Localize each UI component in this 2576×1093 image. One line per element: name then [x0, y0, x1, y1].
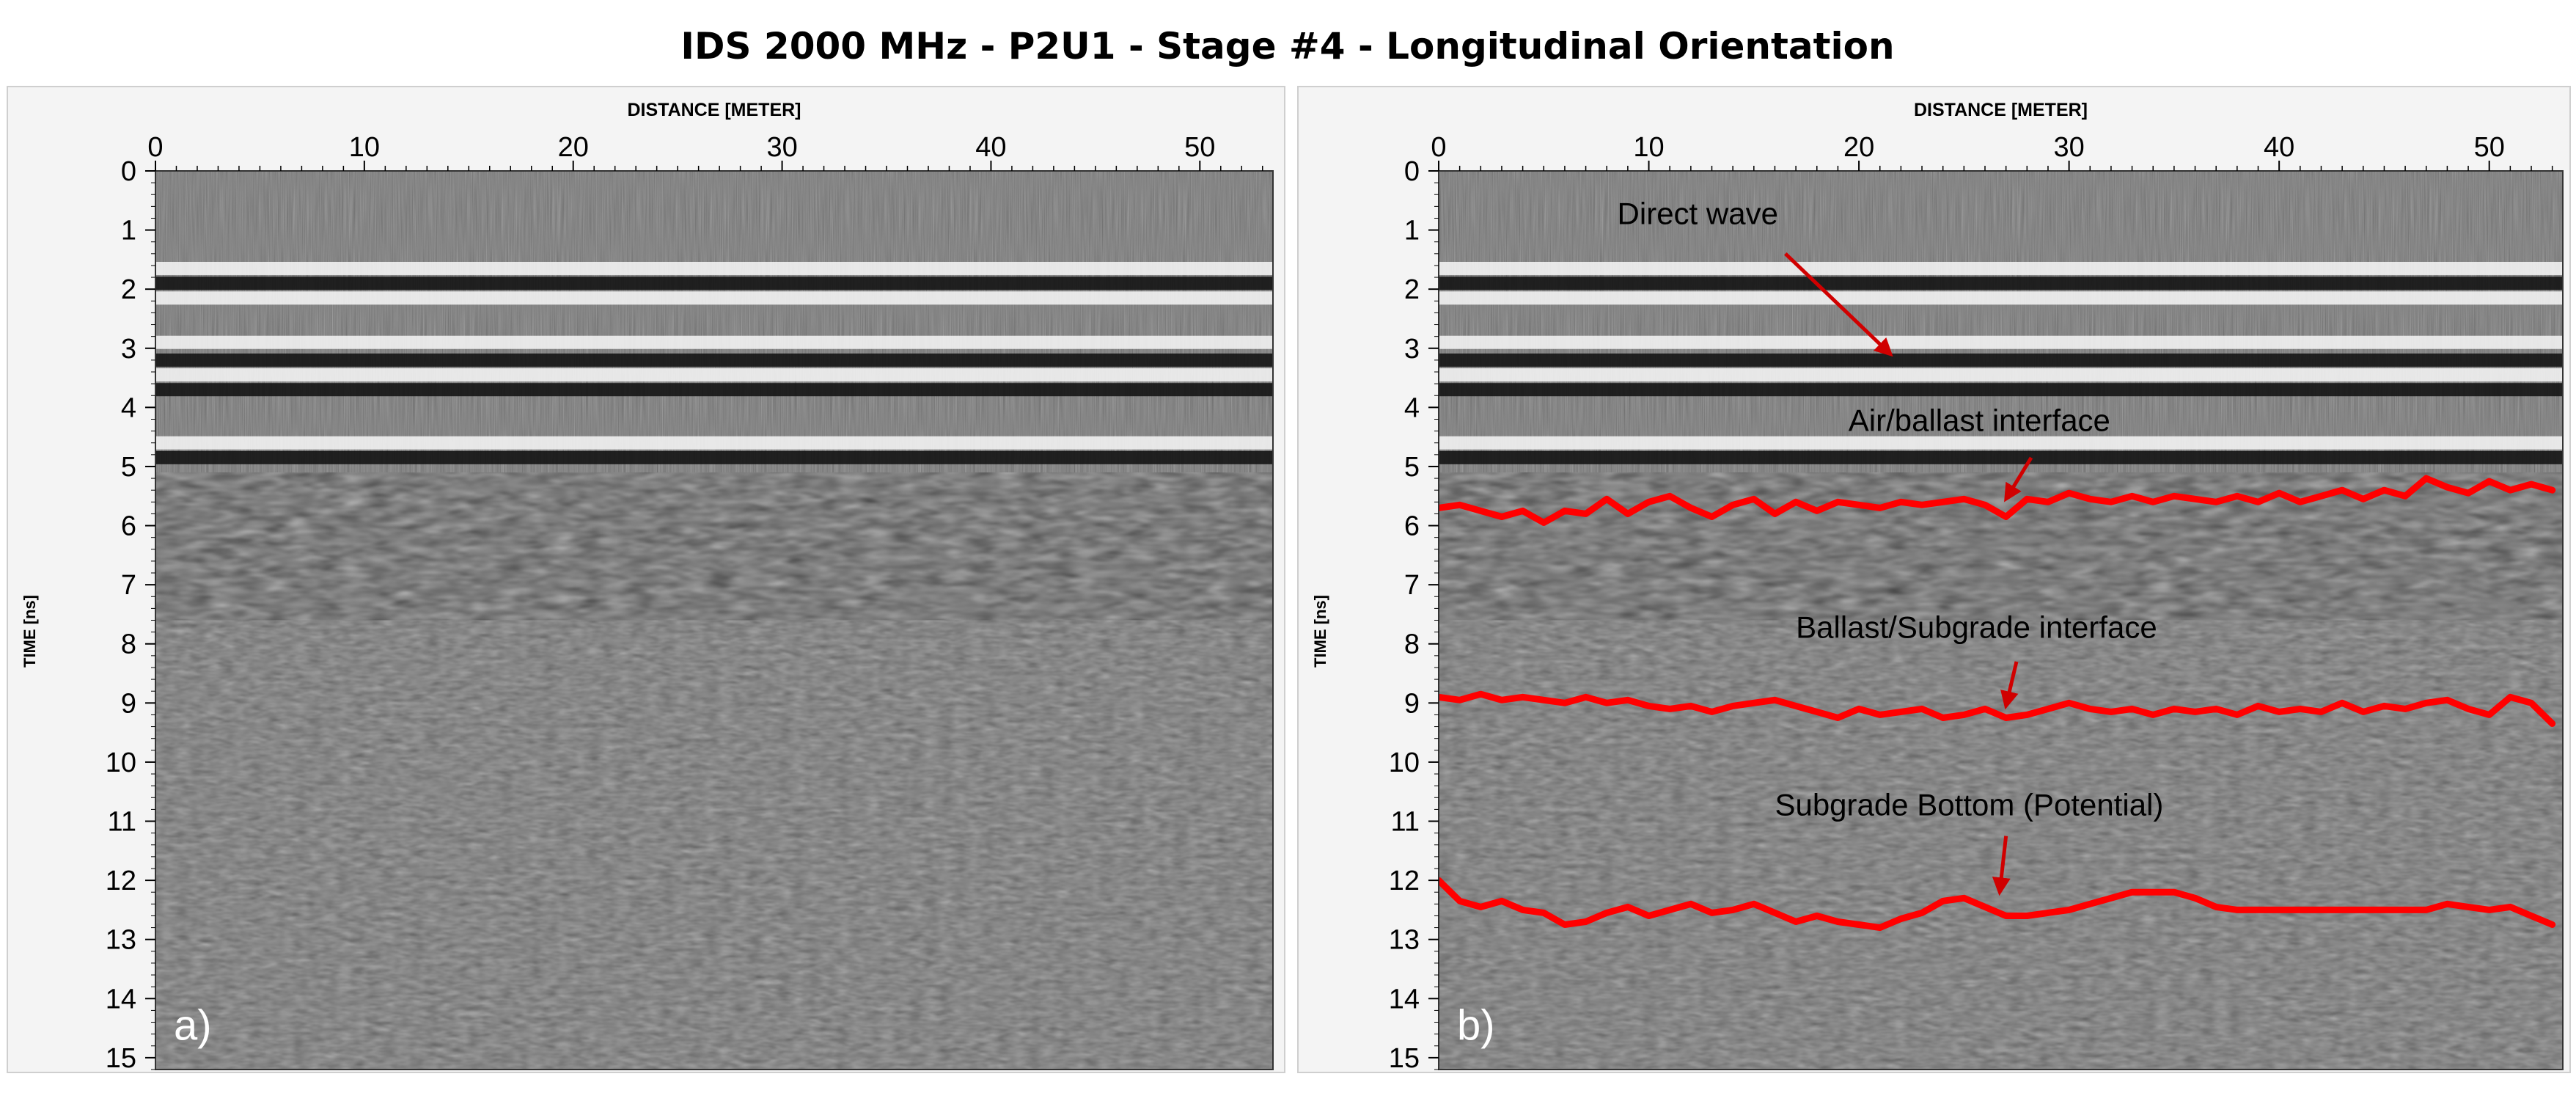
- reflection-band: [155, 383, 1273, 397]
- y-tick-label: 9: [121, 688, 136, 719]
- y-axis-label: TIME [ns]: [1311, 595, 1329, 668]
- annotation-arrow: [2004, 456, 2033, 502]
- y-tick-label: 5: [1404, 452, 1420, 483]
- reflection-band: [1439, 291, 2563, 305]
- y-tick-label: 11: [108, 807, 136, 838]
- y-tick-label: 0: [1404, 156, 1420, 187]
- y-tick-label: 5: [121, 452, 136, 483]
- reflection-band: [1439, 353, 2563, 367]
- x-axis-label: DISTANCE [METER]: [1914, 100, 2088, 120]
- reflection-band: [155, 436, 1273, 450]
- reflection-band: [1439, 277, 2563, 290]
- x-tick-label: 10: [349, 132, 380, 163]
- y-tick-label: 7: [1404, 570, 1420, 601]
- reflection-band: [155, 291, 1273, 305]
- y-tick-label: 6: [121, 511, 136, 542]
- annotation-arrow: [1784, 252, 1893, 357]
- y-tick-label: 15: [106, 1043, 136, 1074]
- y-tick-label: 12: [1389, 866, 1420, 896]
- annotation-label: Direct wave: [1618, 197, 1778, 231]
- panel-a: 0 10 20 30 40 500123456789101112131415DISTANC…: [7, 86, 1285, 1074]
- annotation-label: Air/ballast interface: [1849, 403, 2110, 438]
- direct-wave-zone: [1439, 171, 2563, 473]
- x-axis-label: DISTANCE [METER]: [627, 100, 801, 120]
- y-tick-label: 12: [106, 866, 136, 896]
- x-tick-label: 50: [2474, 132, 2505, 163]
- interface-line: [1439, 475, 2556, 526]
- reflection-band: [155, 335, 1273, 349]
- y-tick-label: 13: [106, 925, 136, 956]
- x-tick-label: 30: [2053, 132, 2084, 163]
- panel-b: 0 10 20 30 40 500123456789101112131415DISTANC…: [1297, 86, 2571, 1074]
- y-tick-label: 1: [121, 216, 136, 246]
- reflection-band: [1439, 368, 2563, 382]
- figure-title: IDS 2000 MHz - P2U1 - Stage #4 - Longitu…: [680, 25, 1894, 67]
- y-tick-label: 3: [121, 334, 136, 365]
- y-tick-label: 10: [1389, 747, 1420, 778]
- x-tick-label: 0: [1431, 132, 1446, 163]
- reflection-band: [155, 450, 1273, 464]
- y-tick-label: 11: [1391, 807, 1420, 838]
- y-tick-label: 6: [1404, 511, 1420, 542]
- reflection-band: [155, 368, 1273, 382]
- x-tick-label: 30: [766, 132, 797, 163]
- reflection-band: [1439, 383, 2563, 397]
- y-tick-label: 8: [121, 629, 136, 660]
- y-tick-label: 13: [1389, 925, 1420, 956]
- annotation-label: Ballast/Subgrade interface: [1796, 610, 2157, 645]
- radargram-image: [155, 171, 1273, 1070]
- panel-label: b): [1457, 1002, 1495, 1050]
- scatter-zone-weak: [155, 620, 1273, 1070]
- x-tick-label: 40: [975, 132, 1006, 163]
- scatter-zone-tint: [155, 620, 1273, 1070]
- radargram-image: [1439, 171, 2563, 1070]
- y-tick-label: 4: [121, 392, 136, 423]
- interface-line: [1439, 690, 2556, 727]
- reflection-band: [1439, 335, 2563, 349]
- y-tick-label: 2: [121, 274, 136, 305]
- interface-line: [1439, 877, 2556, 932]
- scatter-zone-tint: [1439, 620, 2563, 1070]
- y-tick-label: 0: [121, 156, 136, 187]
- reflection-band: [1439, 261, 2563, 275]
- reflection-band: [1439, 436, 2563, 450]
- y-tick-label: 10: [106, 747, 136, 778]
- reflection-band: [155, 277, 1273, 290]
- reflection-band: [155, 353, 1273, 367]
- scatter-zone-strong: [155, 472, 1273, 621]
- x-tick-label: 40: [2264, 132, 2294, 163]
- x-tick-label: 10: [1633, 132, 1664, 163]
- y-tick-label: 7: [121, 570, 136, 601]
- x-tick-label: 0: [147, 132, 163, 163]
- reflection-band: [1439, 450, 2563, 464]
- y-tick-label: 8: [1404, 629, 1420, 660]
- x-tick-label: 50: [1184, 132, 1215, 163]
- panel-label: a): [174, 1002, 212, 1050]
- y-tick-label: 1: [1404, 216, 1420, 246]
- x-tick-label: 20: [558, 132, 589, 163]
- y-tick-label: 9: [1404, 688, 1420, 719]
- y-tick-label: 14: [106, 984, 136, 1015]
- y-tick-label: 15: [1389, 1043, 1420, 1074]
- annotation-arrow: [2000, 661, 2019, 710]
- y-axis-label: TIME [ns]: [21, 595, 39, 668]
- y-tick-label: 3: [1404, 334, 1420, 365]
- x-tick-label: 20: [1843, 132, 1874, 163]
- direct-wave-zone: [155, 171, 1273, 473]
- y-tick-label: 2: [1404, 274, 1420, 305]
- annotation-arrow: [1992, 836, 2011, 896]
- reflection-band: [155, 261, 1273, 275]
- y-tick-label: 14: [1389, 984, 1420, 1015]
- annotation-label: Subgrade Bottom (Potential): [1775, 787, 2163, 822]
- scatter-zone-tint: [155, 472, 1273, 621]
- y-tick-label: 4: [1404, 392, 1420, 423]
